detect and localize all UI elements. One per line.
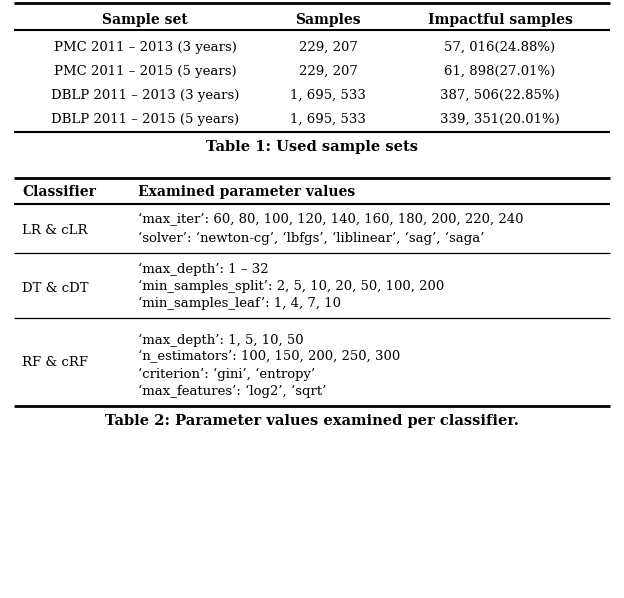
Text: 1, 695, 533: 1, 695, 533 — [290, 112, 366, 126]
Text: ‘min_samples_split’: 2, 5, 10, 20, 50, 100, 200: ‘min_samples_split’: 2, 5, 10, 20, 50, 1… — [138, 279, 444, 292]
Text: ‘max_depth’: 1 – 32: ‘max_depth’: 1 – 32 — [138, 263, 268, 276]
Text: ‘solver’: ‘newton-cg’, ‘lbfgs’, ‘liblinear’, ‘sag’, ‘saga’: ‘solver’: ‘newton-cg’, ‘lbfgs’, ‘libline… — [138, 231, 484, 245]
Text: Table 2: Parameter values examined per classifier.: Table 2: Parameter values examined per c… — [105, 414, 519, 428]
Text: Samples: Samples — [295, 13, 361, 27]
Text: 1, 695, 533: 1, 695, 533 — [290, 89, 366, 102]
Text: 229, 207: 229, 207 — [298, 41, 358, 53]
Text: PMC 2011 – 2013 (3 years): PMC 2011 – 2013 (3 years) — [54, 41, 236, 53]
Text: ‘n_estimators’: 100, 150, 200, 250, 300: ‘n_estimators’: 100, 150, 200, 250, 300 — [138, 350, 400, 364]
Text: ‘max_depth’: 1, 5, 10, 50: ‘max_depth’: 1, 5, 10, 50 — [138, 333, 304, 347]
Text: Sample set: Sample set — [102, 13, 188, 27]
Text: Classifier: Classifier — [22, 185, 96, 199]
Text: LR & cLR: LR & cLR — [22, 224, 87, 236]
Text: 339, 351(20.01%): 339, 351(20.01%) — [440, 112, 560, 126]
Text: 229, 207: 229, 207 — [298, 65, 358, 78]
Text: 61, 898(27.01%): 61, 898(27.01%) — [444, 65, 555, 78]
Text: DBLP 2011 – 2013 (3 years): DBLP 2011 – 2013 (3 years) — [51, 89, 239, 102]
Text: 387, 506(22.85%): 387, 506(22.85%) — [440, 89, 560, 102]
Text: ‘max_iter’: 60, 80, 100, 120, 140, 160, 180, 200, 220, 240: ‘max_iter’: 60, 80, 100, 120, 140, 160, … — [138, 213, 524, 227]
Text: ‘min_samples_leaf’: 1, 4, 7, 10: ‘min_samples_leaf’: 1, 4, 7, 10 — [138, 297, 341, 310]
Text: ‘max_features’: ‘log2’, ‘sqrt’: ‘max_features’: ‘log2’, ‘sqrt’ — [138, 385, 326, 398]
Text: ‘criterion’: ‘gini’, ‘entropy’: ‘criterion’: ‘gini’, ‘entropy’ — [138, 367, 315, 380]
Text: PMC 2011 – 2015 (5 years): PMC 2011 – 2015 (5 years) — [54, 65, 236, 78]
Text: DBLP 2011 – 2015 (5 years): DBLP 2011 – 2015 (5 years) — [51, 112, 239, 126]
Text: Impactful samples: Impactful samples — [427, 13, 572, 27]
Text: DT & cDT: DT & cDT — [22, 282, 89, 294]
Text: Table 1: Used sample sets: Table 1: Used sample sets — [206, 140, 418, 154]
Text: 57, 016(24.88%): 57, 016(24.88%) — [444, 41, 555, 53]
Text: RF & cRF: RF & cRF — [22, 356, 88, 370]
Text: Examined parameter values: Examined parameter values — [138, 185, 355, 199]
